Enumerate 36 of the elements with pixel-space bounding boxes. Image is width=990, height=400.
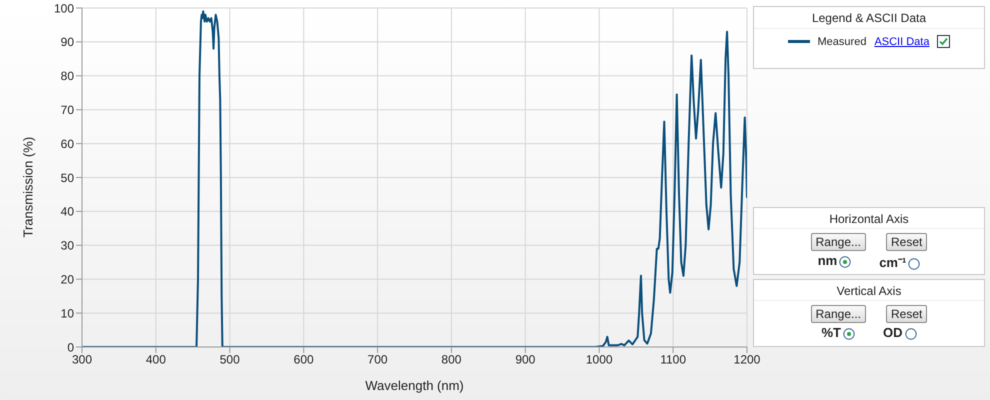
x-tick-label: 400: [146, 352, 166, 367]
y-axis-title: Transmission (%): [20, 136, 36, 238]
data-link[interactable]: ASCII Data: [874, 36, 930, 48]
text: %T: [822, 325, 842, 340]
text: Vertical Axis: [754, 284, 984, 301]
reset-button[interactable]: Reset: [886, 305, 928, 323]
x-tick-label: 600: [294, 352, 314, 367]
y-tick-label: 90: [60, 35, 74, 50]
y-tick-label: 0: [67, 340, 74, 354]
y-tick-label: 100: [54, 1, 74, 16]
x-axis-title: Wavelength (nm): [365, 378, 464, 393]
legend-label: Measured: [818, 36, 866, 48]
y-tick-label: 50: [60, 170, 74, 185]
x-tick-label: 1200: [734, 352, 761, 367]
x-tick-label: 1000: [586, 352, 613, 367]
y-tick-label: 10: [60, 306, 74, 320]
y-tick-label: 70: [60, 102, 74, 117]
y-tick-label: 20: [60, 272, 74, 286]
text: cm⁻¹: [879, 254, 908, 271]
x-tick-label: 700: [368, 352, 388, 367]
legend-title: Legend & ASCII Data: [754, 11, 984, 29]
x-tick-label: 300: [72, 352, 92, 367]
x-tick-label: 800: [441, 352, 462, 367]
text: nm: [818, 253, 838, 270]
x-tick-label: 900: [515, 352, 536, 367]
text: Horizontal Axis: [754, 212, 984, 229]
x-tick-label: 500: [220, 352, 240, 367]
reset-button[interactable]: Reset: [886, 233, 928, 251]
range-button[interactable]: Range...: [810, 305, 866, 323]
y-tick-label: 30: [60, 238, 74, 253]
range-button[interactable]: Range...: [810, 233, 866, 251]
text: OD: [883, 325, 904, 340]
x-tick-label: 1100: [660, 352, 686, 367]
y-tick-label: 60: [60, 136, 74, 151]
y-tick-label: 40: [60, 204, 74, 219]
y-tick-label: 80: [60, 69, 74, 84]
